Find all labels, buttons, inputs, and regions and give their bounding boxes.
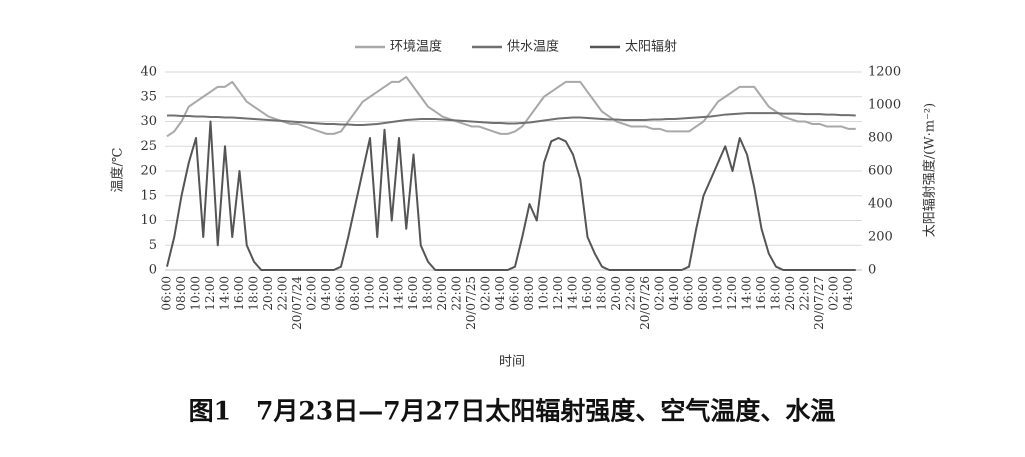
series-line <box>166 120 856 271</box>
caption: 图1 7月23日—7月27日太阳辐射强度、空气温度、水温 <box>189 397 836 426</box>
x-tick-label: 04:00 <box>493 276 507 311</box>
x-tick-label: 12:00 <box>551 276 565 311</box>
y2-tick-label: 600 <box>868 164 893 179</box>
x-tick-label: 18:00 <box>247 276 261 311</box>
x-tick-label: 22:00 <box>798 276 812 311</box>
x-tick-label: 20/07/27 <box>812 276 826 330</box>
y-tick-label: 30 <box>140 114 157 129</box>
series-line <box>166 75 856 138</box>
y2-axis-label: 太阳辐射强度/(W·m⁻²) <box>922 103 938 237</box>
x-tick-label: 14:00 <box>740 276 754 311</box>
x-tick-label: 04:00 <box>319 276 333 311</box>
y2-tick-label: 200 <box>868 230 893 245</box>
x-tick-label: 16:00 <box>580 276 594 311</box>
x-tick-label: 20:00 <box>609 276 623 311</box>
x-tick-label: 22:00 <box>624 276 638 311</box>
x-tick-label: 06:00 <box>508 276 522 311</box>
x-tick-label: 08:00 <box>348 276 362 311</box>
x-tick-label: 06:00 <box>334 276 348 311</box>
legend-label: 太阳辐射 <box>625 39 677 55</box>
x-tick-label: 20:00 <box>783 276 797 311</box>
x-tick-label: 06:00 <box>160 276 174 311</box>
x-tick-label: 20:00 <box>435 276 449 311</box>
y2-tick-label: 1200 <box>868 65 901 80</box>
y-tick-label: 35 <box>140 89 157 104</box>
x-tick-label: 08:00 <box>522 276 536 311</box>
x-tick-label: 18:00 <box>769 276 783 311</box>
x-tick-label: 02:00 <box>653 276 667 311</box>
x-tick-label: 20:00 <box>261 276 275 311</box>
x-tick-label: 20/07/25 <box>464 276 478 330</box>
y2-tick-label: 1000 <box>868 98 901 113</box>
x-tick-label: 22:00 <box>450 276 464 311</box>
y2-tick-label: 400 <box>868 197 893 212</box>
x-tick-label: 16:00 <box>754 276 768 311</box>
x-tick-label: 12:00 <box>203 276 217 311</box>
x-tick-label: 08:00 <box>174 276 188 311</box>
x-tick-label: 16:00 <box>406 276 420 311</box>
x-tick-label: 10:00 <box>189 276 203 311</box>
x-tick-label: 20/07/26 <box>638 276 652 330</box>
x-tick-label: 10:00 <box>363 276 377 311</box>
y-tick-label: 25 <box>140 139 157 154</box>
y-tick-label: 5 <box>149 238 157 253</box>
series-line <box>167 112 856 126</box>
x-tick-label: 04:00 <box>841 276 855 311</box>
x-tick-label: 02:00 <box>479 276 493 311</box>
x-tick-label: 20/07/24 <box>290 276 304 330</box>
legend-label: 供水温度 <box>507 39 559 55</box>
x-tick-label: 02:00 <box>305 276 319 311</box>
x-tick-label: 18:00 <box>421 276 435 311</box>
x-tick-label: 02:00 <box>827 276 841 311</box>
y-tick-label: 0 <box>149 263 157 278</box>
x-tick-label: 16:00 <box>232 276 246 311</box>
x-tick-label: 10:00 <box>711 276 725 311</box>
x-axis-label: 时间 <box>499 355 525 370</box>
x-tick-label: 12:00 <box>725 276 739 311</box>
x-tick-label: 04:00 <box>667 276 681 311</box>
x-tick-label: 08:00 <box>696 276 710 311</box>
y-tick-label: 20 <box>140 164 157 179</box>
x-tick-label: 14:00 <box>218 276 232 311</box>
x-tick-label: 14:00 <box>566 276 580 311</box>
y-tick-label: 40 <box>140 65 157 80</box>
legend-label: 环境温度 <box>390 39 442 55</box>
x-tick-label: 06:00 <box>682 276 696 311</box>
y2-tick-label: 0 <box>868 263 876 278</box>
x-tick-label: 22:00 <box>276 276 290 311</box>
x-tick-label: 14:00 <box>392 276 406 311</box>
y-tick-label: 15 <box>140 188 157 203</box>
y-axis-label: 温度/℃ <box>110 148 126 193</box>
y-tick-label: 10 <box>140 213 157 228</box>
x-tick-label: 10:00 <box>537 276 551 311</box>
x-tick-label: 12:00 <box>377 276 391 311</box>
x-tick-label: 18:00 <box>595 276 609 311</box>
y2-tick-label: 800 <box>868 131 893 146</box>
